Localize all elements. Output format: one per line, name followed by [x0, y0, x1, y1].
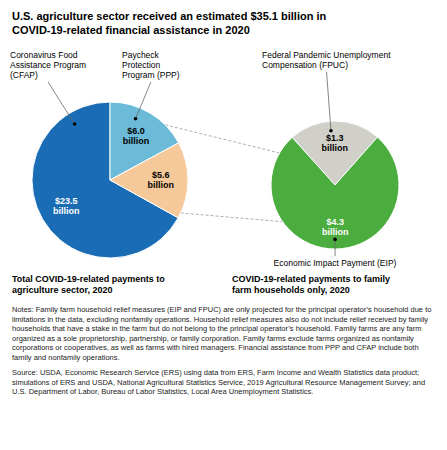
data-label-line: billion [322, 143, 349, 153]
leader-line [48, 82, 75, 124]
subtitle-line: farm households only, 2020 [232, 285, 350, 295]
category-label-line: Assistance Program [10, 60, 86, 70]
category-label-line: Coronavirus Food [10, 50, 78, 60]
subtitle-line: Total COVID-19-related payments to [12, 274, 165, 284]
chart: U.S. agriculture sector received an esti… [0, 0, 447, 450]
data-label-line: billion [322, 227, 349, 237]
subtitle-line: COVID-19-related payments to family [232, 274, 390, 284]
data-label: $4.3billion [322, 217, 349, 237]
connector-line [181, 213, 283, 222]
connector-line [165, 125, 279, 153]
category-label: Economic Impact Payment (EIP) [274, 258, 397, 268]
annotation-line: limitations in the data, excluding nonfa… [12, 315, 428, 324]
annotation-line: simulations of ERS and USDA, National Ag… [12, 378, 425, 387]
subtitle: Total COVID-19-related payments toagricu… [12, 274, 165, 295]
annotation-line: U.S. Department of Labor, Bureau of Labo… [12, 387, 313, 396]
data-label: $6.0billion [123, 126, 150, 146]
data-label-line: $6.0 [127, 126, 145, 136]
pie: $1.3billion$4.3billion [271, 121, 399, 249]
category-label: PaycheckProtectionProgram (PPP) [122, 50, 180, 80]
slice [110, 143, 188, 218]
subtitle-line: agriculture sector, 2020 [12, 285, 113, 295]
annotation-line: organized as a sole proprietorship, part… [12, 334, 414, 343]
data-label-line: billion [147, 180, 174, 190]
category-label-line: Paycheck [122, 50, 160, 60]
leader-line [136, 82, 151, 119]
category-label-line: Compensation (FPUC) [262, 60, 348, 70]
data-label-line: billion [123, 136, 150, 146]
title: U.S. agriculture sector received an esti… [12, 10, 327, 36]
subtitle: COVID-19-related payments to familyfarm … [232, 274, 390, 295]
leader-dot [73, 122, 77, 126]
annotation: Source: USDA, Economic Research Service … [12, 368, 425, 396]
leader-line [335, 239, 336, 256]
annotation-line: family and nonfamily operations. [12, 353, 120, 362]
category-label-line: (CFAP) [10, 70, 38, 80]
category-label: Coronavirus FoodAssistance Program(CFAP) [10, 50, 86, 80]
pie: $23.5billion$6.0billion$5.6billion [32, 102, 188, 258]
leader-dot [134, 117, 138, 121]
slice [32, 102, 178, 258]
leader-line [327, 72, 331, 131]
category-label-line: Federal Pandemic Unemployment [262, 50, 391, 60]
category-label-line: Program (PPP) [122, 70, 180, 80]
title-line: COVID-19-related financial assistance in… [12, 24, 250, 36]
data-label-line: $5.6 [152, 170, 170, 180]
data-label-line: $1.3 [326, 133, 344, 143]
data-label-line: $23.5 [55, 196, 78, 206]
slice [271, 137, 399, 249]
annotation: Notes: Family farm household relief meas… [12, 305, 431, 362]
leader-dot [329, 129, 333, 133]
data-label: $23.5billion [53, 196, 80, 216]
annotation-line: Source: USDA, Economic Research Service … [12, 368, 419, 377]
category-label-line: Economic Impact Payment (EIP) [274, 258, 397, 268]
annotation-line: households that have a stake in the farm… [12, 324, 422, 333]
data-label-line: $4.3 [326, 217, 344, 227]
data-label: $1.3billion [322, 133, 349, 153]
category-label: Federal Pandemic UnemploymentCompensatio… [262, 50, 391, 70]
data-label: $5.6billion [147, 170, 174, 190]
annotation-line: Notes: Family farm household relief meas… [12, 305, 431, 314]
data-label-line: billion [53, 206, 80, 216]
category-label-line: Protection [122, 60, 161, 70]
title-line: U.S. agriculture sector received an esti… [12, 10, 327, 22]
annotation-line: corporations or cooperatives, as well as… [12, 343, 419, 352]
leader-dot [333, 238, 337, 242]
